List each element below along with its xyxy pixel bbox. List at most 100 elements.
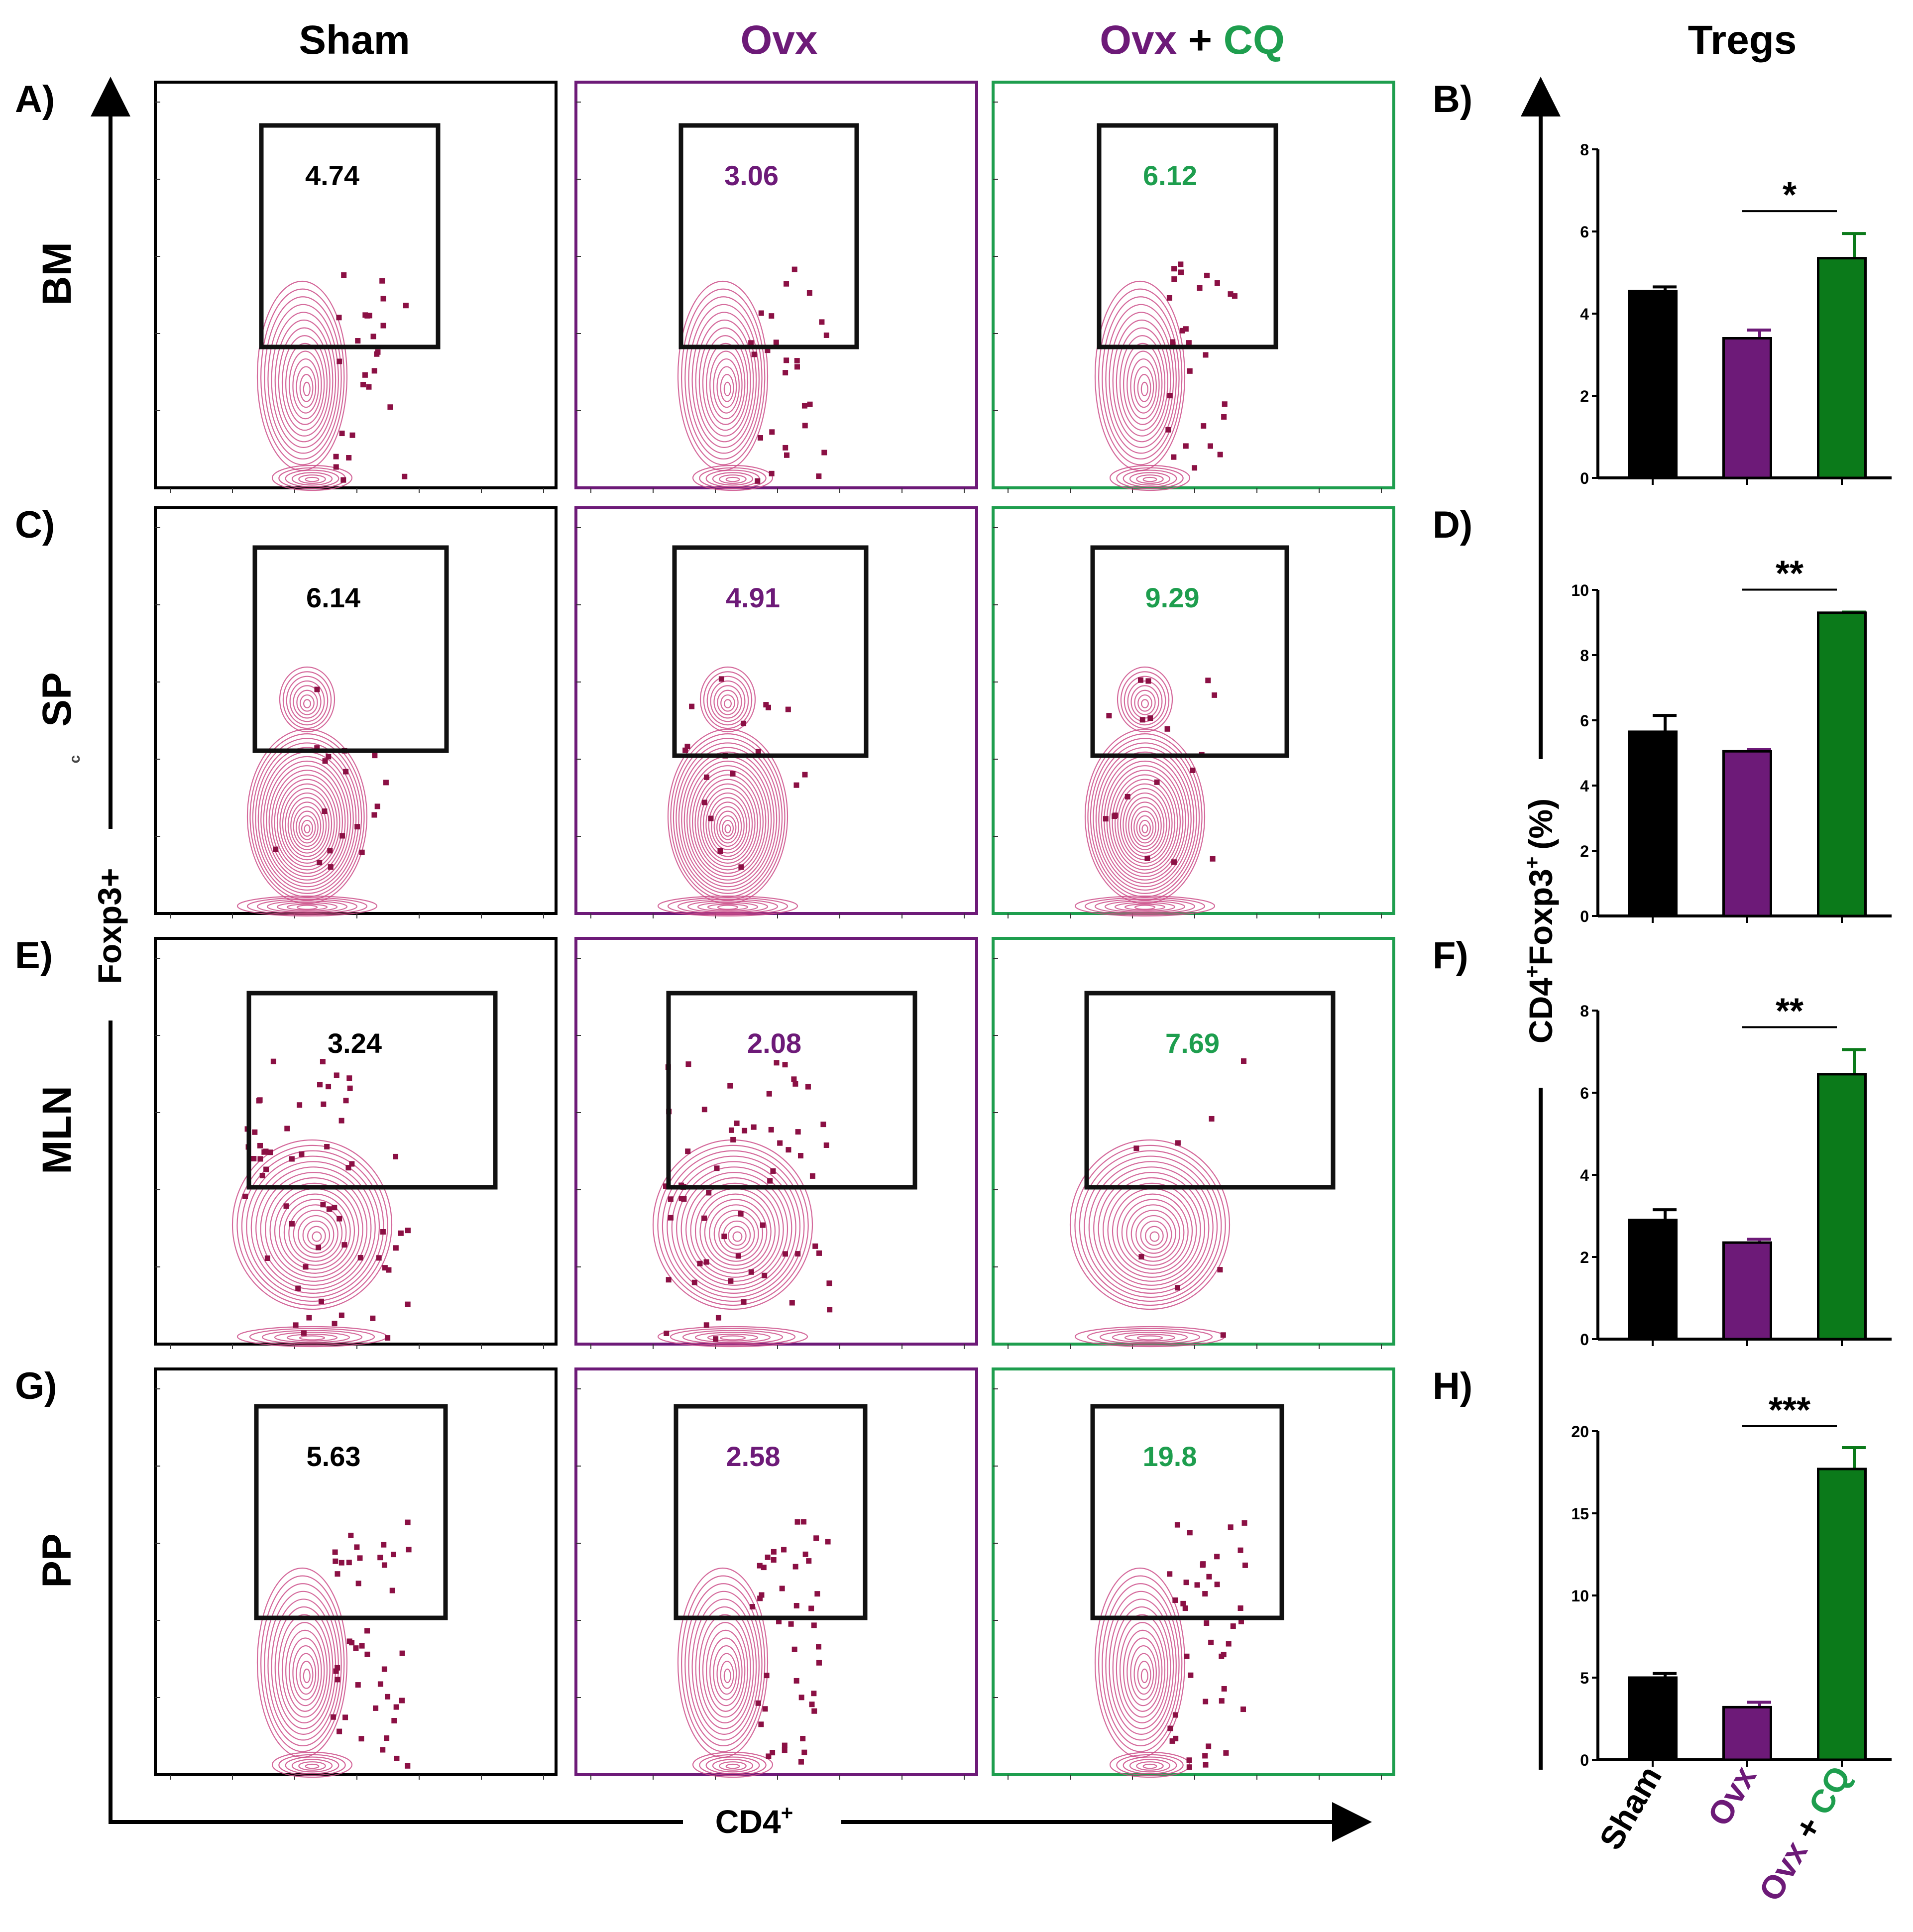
gate-box [259,123,441,349]
event-dot [806,1558,812,1564]
event-dot [1214,1582,1220,1588]
contour-line [694,774,761,871]
event-dot [798,1759,804,1765]
contour-line [303,1668,311,1684]
event-dot [738,1211,744,1217]
contour-line [724,699,732,708]
event-dot [370,334,376,340]
event-dot [782,1742,788,1748]
header-sham: Sham [299,17,410,63]
bar-y-tick-label: 8 [1580,141,1589,159]
contour-line [681,751,775,888]
event-dot [1183,326,1189,332]
event-dot [783,1251,788,1257]
event-dot [762,1272,768,1278]
event-dot [316,1245,322,1250]
event-dot [1184,1653,1190,1659]
event-dot [402,473,408,479]
bar [1817,1073,1867,1341]
contour-line [1088,1161,1214,1294]
event-dot [769,429,775,435]
contour-line [282,788,333,861]
contour-line [298,1215,335,1254]
event-dot [792,1081,798,1087]
event-dot [685,1148,691,1154]
stray-mark: c [67,755,83,764]
contour-line [1069,1139,1231,1310]
contour-line [250,1161,376,1294]
event-dot [1228,291,1234,297]
event-dot [801,1519,807,1525]
contour-line [293,806,322,847]
panel-letter-right: D) [1433,504,1472,546]
contour-line [675,742,780,894]
contour-line [694,1332,771,1343]
contour-line [1114,779,1176,867]
plot-frame [574,81,978,489]
contour-line [720,374,734,402]
plot-frame [574,937,978,1346]
event-dot [358,1736,364,1742]
event-dot [380,296,386,302]
contour-line [721,819,734,837]
bar-y-tick-label: 15 [1571,1505,1589,1523]
bar-y-tick-label: 6 [1580,223,1589,241]
event-dot [761,1565,767,1571]
event-dot [385,1335,391,1341]
event-dot [703,1259,709,1265]
contour-line [1109,770,1181,874]
event-dot [1212,692,1218,698]
event-dot [381,1542,387,1548]
event-dot [343,1098,349,1104]
event-dot [333,454,339,459]
contour-line [710,680,746,722]
gate-percentage: 5.63 [307,1441,361,1472]
contour-line [274,774,340,871]
event-dot [322,758,328,764]
contour-line [1149,1231,1160,1242]
gate-percentage: 2.08 [747,1027,801,1059]
event-dot [357,1555,363,1561]
contour-line [290,801,324,850]
contour-line [286,904,328,910]
event-dot [758,435,764,441]
event-dot [816,473,822,479]
event-dot [1138,1254,1144,1260]
flow-plot: 3.06 [574,81,978,493]
gate-percentage: 2.58 [726,1441,781,1472]
contour-line [1112,1606,1171,1729]
event-dot [337,1728,342,1734]
event-dot [792,1564,798,1570]
event-dot [346,455,352,461]
event-dot [353,1645,359,1651]
contour-line [1084,1155,1218,1298]
flow-plot: 2.58 [574,1367,978,1780]
event-dot [355,338,361,344]
contour-line [1133,366,1154,408]
contour-line [1087,1328,1213,1346]
plot-frame [154,937,558,1346]
contour-line [1107,1182,1197,1278]
event-dot [349,1161,355,1167]
contour-line [301,819,314,837]
event-dot [405,1763,411,1769]
event-dot [1167,1571,1173,1577]
contour-line [298,474,326,484]
event-dot [770,1750,776,1756]
bar-y-tick-label: 10 [1571,581,1589,599]
bar-y-tick-label: 4 [1580,1166,1589,1184]
event-dot [1217,1267,1223,1273]
contour-line [285,469,339,488]
contour-line [285,1629,325,1712]
event-dot [1112,812,1118,818]
event-dot [765,1554,771,1560]
contour-line [268,765,346,878]
contour-line [296,810,319,844]
event-dot [1221,414,1227,420]
contour-line [692,464,774,491]
event-dot [377,1681,383,1687]
event-dot [345,1165,351,1171]
contour-line [263,756,351,884]
event-dot [333,464,339,470]
contour-line [1129,1759,1171,1773]
